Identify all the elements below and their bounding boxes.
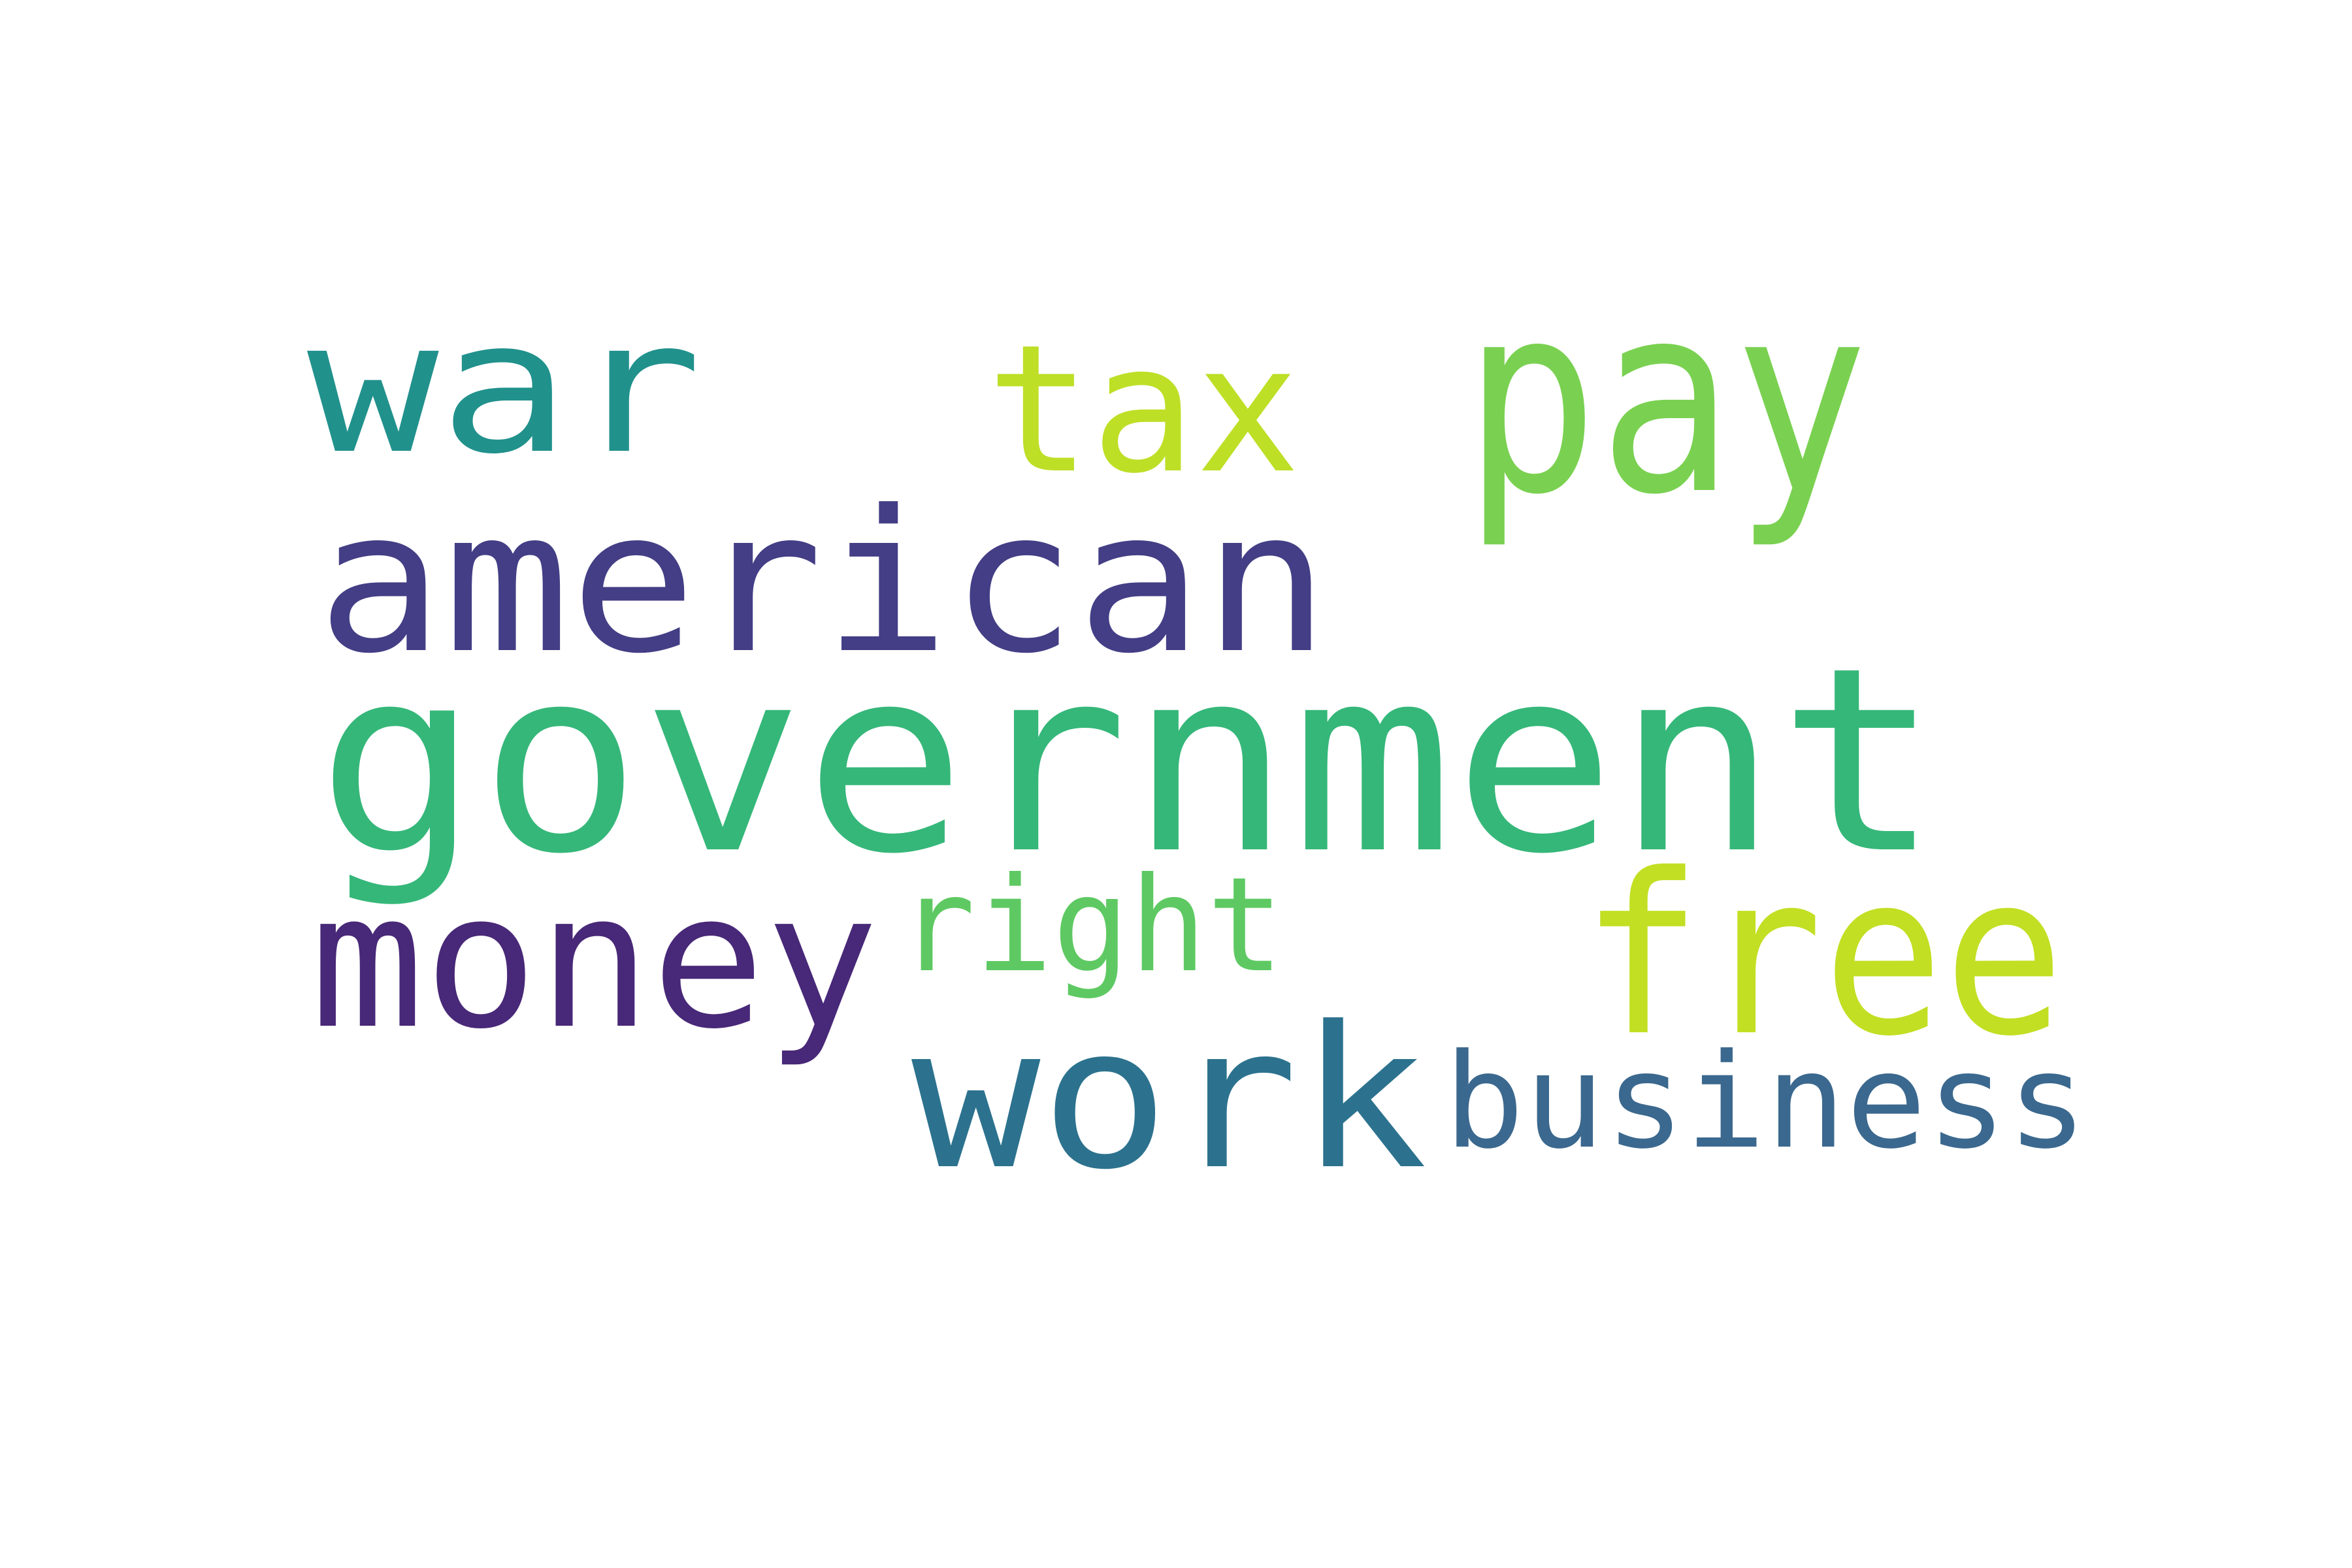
word-war: war — [307, 282, 702, 495]
word-government: government — [317, 613, 1940, 909]
word-work: work — [911, 985, 1428, 1213]
word-american: american — [317, 468, 1330, 696]
word-money: money — [310, 853, 879, 1070]
word-business: business — [1444, 1026, 2087, 1178]
word-pay: pay — [1463, 248, 1869, 552]
word-right: right — [898, 849, 1284, 1002]
word-tax: tax — [987, 306, 1300, 512]
word-free: free — [1581, 826, 2065, 1085]
